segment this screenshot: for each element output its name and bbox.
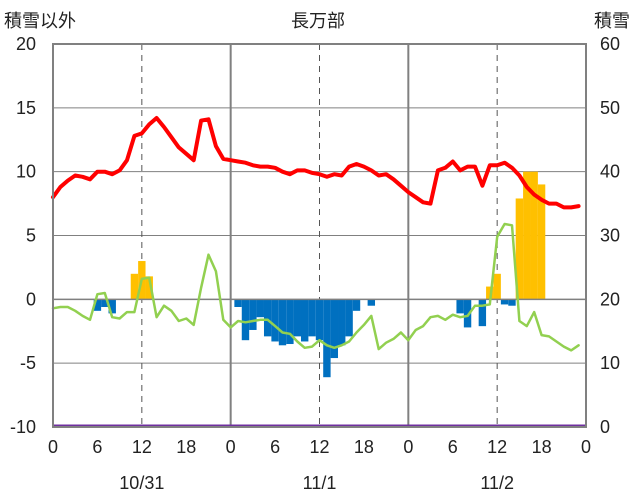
bar — [286, 299, 294, 345]
x-tick-label: 18 — [176, 437, 196, 457]
bar — [493, 273, 501, 300]
bars-layer — [53, 171, 586, 378]
plot-frame — [52, 43, 587, 428]
bar — [463, 299, 472, 328]
bar — [293, 299, 301, 337]
bar — [256, 299, 264, 318]
day-label: 11/1 — [303, 473, 337, 493]
bar — [278, 299, 287, 346]
bar — [101, 299, 109, 307]
bar — [263, 299, 272, 337]
bar — [130, 273, 139, 300]
x-tick-label: 12 — [132, 437, 152, 457]
x-tick-label: 18 — [354, 437, 374, 457]
bar — [508, 299, 516, 306]
bar — [515, 198, 524, 300]
bar — [234, 299, 242, 307]
left-tick-label: -5 — [20, 353, 36, 373]
right-tick-label: 20 — [600, 289, 620, 309]
bar — [478, 299, 487, 327]
bar — [530, 171, 538, 300]
bar — [93, 299, 102, 311]
left-axis-title: 積雪以外 — [4, 11, 76, 31]
bar — [271, 299, 279, 342]
bar — [486, 286, 494, 300]
bar — [308, 299, 316, 337]
bar — [352, 299, 361, 311]
bar — [249, 299, 257, 330]
left-tick-label: 20 — [16, 34, 36, 54]
x-tick-label: 0 — [581, 437, 591, 457]
bar — [367, 299, 376, 306]
left-tick-label: 15 — [16, 98, 36, 118]
left-tick-label: 0 — [26, 289, 36, 309]
right-tick-label: 10 — [600, 353, 620, 373]
bar — [300, 299, 309, 342]
right-tick-label: 0 — [600, 417, 610, 437]
bar — [108, 299, 116, 314]
bar — [523, 171, 531, 300]
bar — [338, 299, 346, 346]
bar — [330, 299, 339, 359]
x-tick-label: 6 — [448, 437, 458, 457]
bar — [315, 299, 324, 341]
x-tick-label: 0 — [403, 437, 413, 457]
red-series-line — [51, 116, 581, 210]
x-tick-label: 0 — [48, 437, 58, 457]
right-tick-label: 60 — [600, 34, 620, 54]
bar — [456, 299, 464, 314]
day-label: 11/2 — [480, 473, 514, 493]
left-tick-label: 5 — [26, 226, 36, 246]
chart-title: 長万部 — [291, 11, 345, 31]
x-tick-label: 18 — [532, 437, 552, 457]
bar — [145, 276, 153, 300]
bar — [500, 299, 509, 305]
bar — [241, 299, 250, 341]
x-tick-label: 12 — [309, 437, 329, 457]
right-tick-label: 40 — [600, 162, 620, 182]
left-tick-label: 10 — [16, 162, 36, 182]
right-axis-title: 積雪 — [594, 11, 630, 31]
bar — [537, 184, 546, 300]
right-tick-label: 50 — [600, 98, 620, 118]
day-label: 10/31 — [119, 473, 164, 493]
grid-layer — [53, 44, 586, 427]
right-tick-label: 30 — [600, 226, 620, 246]
x-tick-label: 6 — [92, 437, 102, 457]
green-series-line — [51, 222, 580, 352]
bar — [323, 299, 331, 378]
x-tick-label: 0 — [226, 437, 236, 457]
bar — [345, 299, 353, 337]
x-tick-label: 6 — [270, 437, 280, 457]
x-tick-label: 12 — [487, 437, 507, 457]
left-tick-label: -10 — [10, 417, 36, 437]
